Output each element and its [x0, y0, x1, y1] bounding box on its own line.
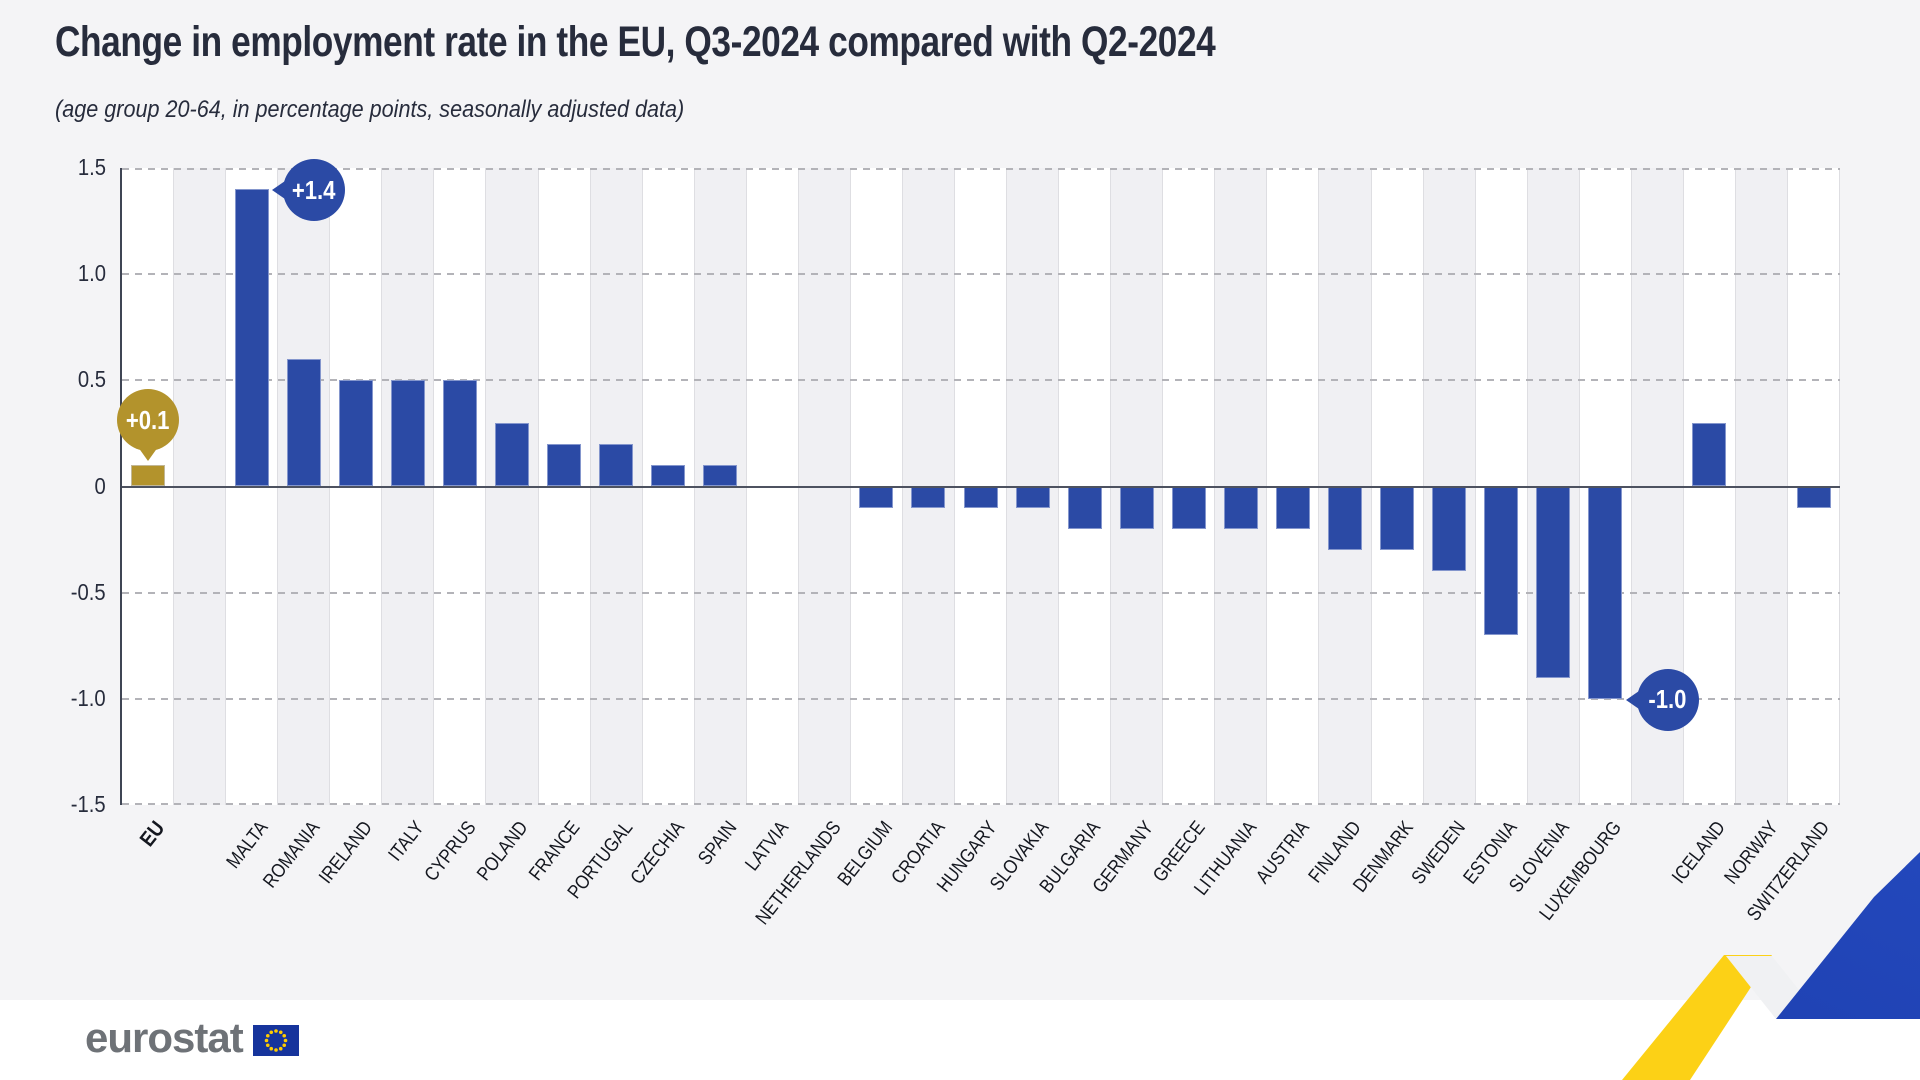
x-axis-labels: EU MALTA ROMANIA IRELAND ITALY CYPRUS POLAND FR…: [135, 817, 1835, 929]
bar-spain: [703, 465, 738, 487]
eurostat-logo-text: eurostat: [85, 1014, 244, 1061]
bar-cyprus: [442, 380, 477, 487]
bar-bulgaria: [1067, 486, 1102, 529]
page-title: Change in employment rate in the EU, Q3-…: [55, 18, 1470, 67]
bar-malta: [234, 189, 269, 487]
bar-luxembourg: [1588, 486, 1623, 699]
y-axis-line: [120, 168, 122, 805]
bar-italy: [390, 380, 425, 487]
bar-iceland: [1692, 422, 1727, 487]
bar-eu: [130, 465, 165, 487]
gridline-0.5: [122, 379, 1840, 382]
page-title-text: Change in employment rate in the EU, Q3-…: [55, 18, 1216, 66]
bar-estonia: [1484, 486, 1519, 636]
bar-austria: [1275, 486, 1310, 529]
gridline-1.5: [122, 168, 1840, 170]
bar-croatia: [911, 486, 946, 508]
bar-germany: [1119, 486, 1154, 529]
eurostat-logo: eurostat: [85, 1014, 299, 1062]
gridline--1.5: [122, 803, 1840, 805]
bar-hungary: [963, 486, 998, 508]
plot-area: [120, 168, 1841, 805]
bar-denmark: [1380, 486, 1415, 551]
bar-greece: [1171, 486, 1206, 529]
bar-portugal: [599, 444, 634, 487]
eu-flag-icon: [252, 1024, 299, 1056]
page-subtitle-text: (age group 20-64, in percentage points, …: [55, 96, 685, 123]
bar-poland: [494, 422, 529, 487]
bar-slovenia: [1536, 486, 1571, 678]
bar-romania: [286, 359, 321, 487]
footer: eurostat: [0, 1000, 1920, 1080]
bar-finland: [1327, 486, 1362, 551]
bar-belgium: [859, 486, 894, 508]
bar-sweden: [1432, 486, 1467, 572]
bar-lithuania: [1223, 486, 1258, 529]
bar-france: [547, 444, 582, 487]
gridline--1.0: [122, 697, 1840, 700]
gridline-1.0: [122, 273, 1840, 276]
bar-slovakia: [1015, 486, 1050, 508]
bar-czechia: [651, 465, 686, 487]
page-subtitle: (age group 20-64, in percentage points, …: [55, 96, 754, 124]
bar-ireland: [338, 380, 373, 487]
gridline--0.5: [122, 591, 1840, 594]
bar-switzerland: [1796, 486, 1831, 508]
zero-line: [122, 485, 1840, 488]
